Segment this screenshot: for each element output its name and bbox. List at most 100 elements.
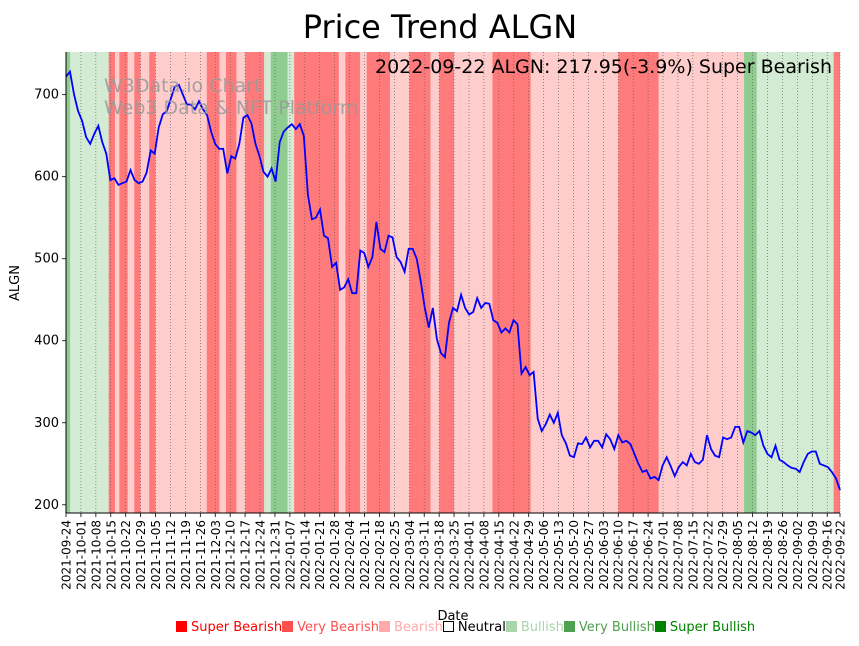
legend-swatch <box>563 621 575 632</box>
region-bearish <box>390 52 410 513</box>
x-tick-label: 2022-09-09 <box>806 520 820 590</box>
x-tick-label: 2022-06-10 <box>612 520 626 590</box>
legend-swatch <box>505 621 517 632</box>
x-tick-label: 2022-05-13 <box>552 520 566 590</box>
x-tick-label: 2021-09-24 <box>60 520 74 590</box>
x-tick-label: 2022-01-28 <box>328 520 342 590</box>
legend-item: Super Bullish <box>654 620 756 635</box>
y-tick-label: 300 <box>34 416 59 431</box>
x-tick-label: 2021-12-17 <box>239 520 253 590</box>
x-tick-label: 2022-08-19 <box>761 520 775 590</box>
region-very_bearish <box>149 52 156 513</box>
x-tick-label: 2021-10-15 <box>104 520 118 590</box>
x-tick-label: 2022-04-01 <box>462 520 476 590</box>
x-tick-label: 2022-08-12 <box>746 520 760 590</box>
legend-item: Very Bearish <box>282 620 379 635</box>
x-tick-label: 2022-02-25 <box>388 520 402 590</box>
sentiment-regions <box>66 52 840 513</box>
legend: Super Bearish Very Bearish Bearish Neutral B… <box>176 620 755 635</box>
region-very_bearish <box>439 52 455 513</box>
region-very_bearish <box>225 52 237 513</box>
y-tick-label: 600 <box>34 170 59 185</box>
x-tick-label: 2022-04-22 <box>507 520 521 590</box>
watermark-line2: Web3 Data & NFT Platform <box>104 97 358 119</box>
x-tick-label: 2022-06-03 <box>597 520 611 590</box>
region-very_bullish <box>270 52 288 513</box>
x-tick-label: 2022-01-07 <box>283 520 297 590</box>
region-bullish <box>287 52 295 513</box>
x-tick-label: 2022-09-02 <box>791 520 805 590</box>
price-series <box>65 69 841 491</box>
y-tick-label: 400 <box>34 334 59 349</box>
x-tick-label: 2022-06-17 <box>627 520 641 590</box>
region-very_bearish <box>119 52 128 513</box>
x-axis-label: Date <box>437 609 468 624</box>
legend-item: Neutral <box>442 620 506 635</box>
legend-label: Bearish <box>393 620 443 635</box>
legend-swatch <box>378 621 390 632</box>
region-bearish <box>658 52 674 513</box>
legend-label: Neutral <box>457 620 506 635</box>
x-tick-label: 2021-10-08 <box>89 520 103 590</box>
x-tick-label: 2022-01-21 <box>313 520 327 590</box>
region-bullish <box>782 52 834 513</box>
watermark-line1: W3Data.io Chart <box>104 75 261 97</box>
x-tick-label: 2022-01-14 <box>298 520 312 590</box>
legend-label: Very Bullish <box>578 620 655 635</box>
region-very_bearish <box>345 52 361 513</box>
x-tick-label: 2021-12-10 <box>224 520 238 590</box>
y-tick-label: 700 <box>34 88 59 103</box>
region-bearish <box>155 52 207 513</box>
region-bearish <box>219 52 226 513</box>
region-bullish <box>756 52 783 513</box>
region-bearish <box>338 52 346 513</box>
legend-label: Super Bearish <box>191 620 283 635</box>
x-tick-label: 2021-12-31 <box>268 520 282 590</box>
x-tick-label: 2022-09-22 <box>834 520 848 590</box>
legend-label: Super Bullish <box>669 620 756 635</box>
x-tick-label: 2021-12-24 <box>254 520 268 590</box>
legend-swatch <box>442 621 454 632</box>
x-tick-label: 2021-10-29 <box>134 520 148 590</box>
region-very_bearish <box>294 52 339 513</box>
region-very_bearish <box>492 52 531 513</box>
y-tick-label: 200 <box>34 498 59 513</box>
x-tick-label: 2022-04-15 <box>492 520 506 590</box>
x-tick-label: 2022-06-24 <box>642 520 656 590</box>
legend-item: Bullish <box>505 620 564 635</box>
region-bearish <box>430 52 440 513</box>
x-tick-label: 2022-07-22 <box>701 520 715 590</box>
legend-item: Bearish <box>378 620 443 635</box>
legend-item: Very Bullish <box>563 620 655 635</box>
chart-title: Price Trend ALGN <box>303 8 577 46</box>
x-tick-label: 2022-02-04 <box>343 520 357 590</box>
x-tick-label: 2022-02-18 <box>373 520 387 590</box>
x-tick-label: 2022-04-29 <box>522 520 536 590</box>
region-bullish <box>264 52 271 513</box>
y-tick-label: 500 <box>34 252 59 267</box>
x-tick-label: 2022-07-29 <box>716 520 730 590</box>
x-tick-label: 2022-05-06 <box>537 520 551 590</box>
price-line <box>65 69 841 491</box>
region-bearish <box>127 52 135 513</box>
region-very_bearish <box>366 52 391 513</box>
price-annotation: 2022-09-22 ALGN: 217.95(-3.9%) Super Bea… <box>375 56 832 78</box>
x-tick-label: 2021-10-22 <box>119 520 133 590</box>
legend-swatch <box>176 621 187 632</box>
x-tick-label: 2022-08-05 <box>731 520 745 590</box>
x-tick-label: 2022-03-04 <box>403 520 417 590</box>
region-very_bearish <box>409 52 431 513</box>
legend-swatch <box>654 621 666 632</box>
region-bearish <box>360 52 367 513</box>
region-bearish <box>454 52 493 513</box>
axes: 2021-09-24 2021-10-01 2021-10-08 2021-10-15… <box>34 52 848 590</box>
region-very_bearish <box>206 52 220 513</box>
region-bearish <box>530 52 619 513</box>
x-tick-label: 2022-07-15 <box>686 520 700 590</box>
legend-label: Bullish <box>520 620 564 635</box>
y-axis-label: ALGN <box>8 265 23 301</box>
region-bearish <box>140 52 150 513</box>
x-tick-label: 2022-05-27 <box>582 520 596 590</box>
x-tick-label: 2021-11-05 <box>149 520 163 590</box>
x-tick-label: 2022-04-08 <box>477 520 491 590</box>
